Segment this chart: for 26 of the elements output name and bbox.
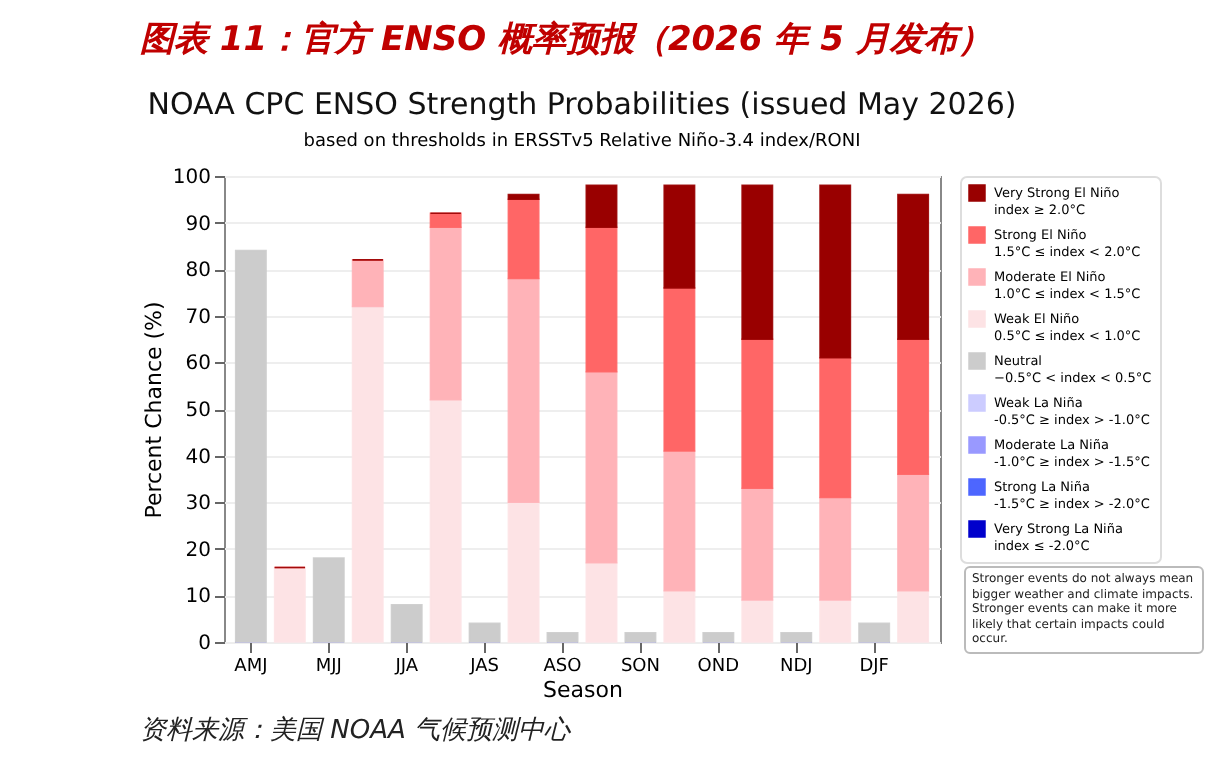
chart-title: NOAA CPC ENSO Strength Probabilities (issued May 2026): [147, 86, 1017, 122]
y-tick-label: 80: [185, 260, 211, 283]
y-tick-label: 60: [185, 353, 211, 376]
x-tick-label: AMJ: [234, 657, 268, 677]
y-tick-label: 10: [185, 586, 211, 609]
y-tick-label: 50: [185, 400, 211, 422]
y-tick-label: 100: [172, 167, 211, 189]
y-tick-label: 30: [185, 493, 211, 516]
x-tick-label: DJF: [859, 657, 889, 677]
x-tick-label: JJA: [393, 657, 420, 677]
x-tick-label: ASO: [543, 657, 582, 677]
y-tick-label: 90: [185, 213, 211, 236]
y-axis-title: Percent Chance (%): [140, 301, 167, 519]
text: 图表 11：官方 ENSO 概率预报（2026 年 5 月发布）: [140, 18, 992, 62]
y-tick-label: 20: [185, 539, 211, 562]
y-tick-label: 70: [185, 306, 211, 329]
y-tick-label: 0: [198, 633, 211, 655]
x-tick-label: OND: [697, 657, 740, 677]
x-tick-label: JAS: [468, 657, 500, 677]
x-tick-label: NDJ: [779, 657, 813, 677]
x-tick-label: SON: [620, 657, 660, 677]
chart-subtitle: based on thresholds in ERSSTv5 Relative Niño-3.4 index/RONI: [303, 132, 861, 152]
y-tick-label: 40: [185, 446, 211, 469]
x-tick-label: MJJ: [315, 657, 342, 677]
x-axis-title: Season: [543, 677, 623, 703]
text: 资料来源：美国 NOAA 气候预测中心: [140, 714, 571, 748]
